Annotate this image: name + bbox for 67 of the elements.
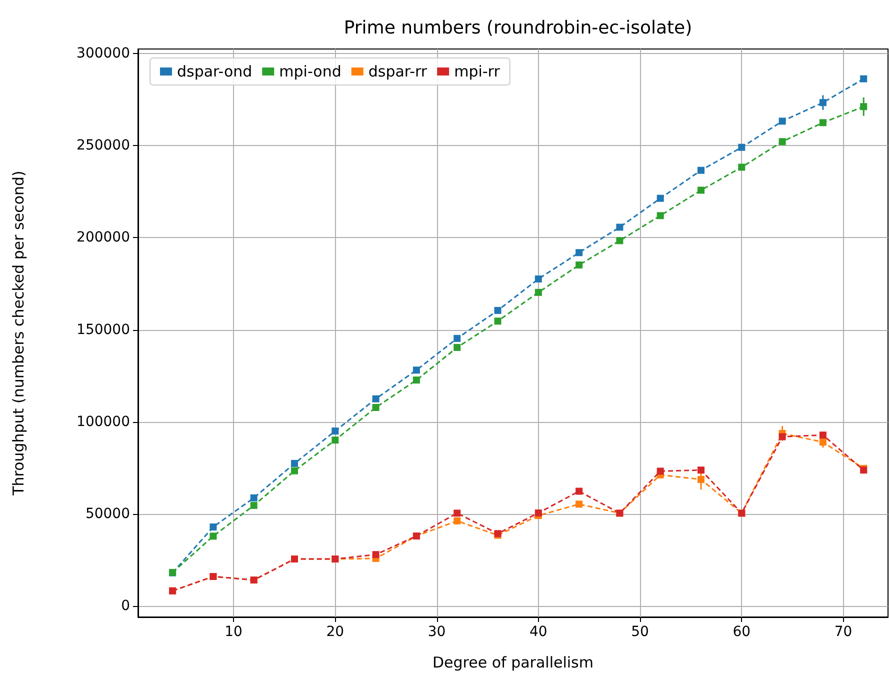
point bbox=[819, 438, 826, 446]
point bbox=[534, 288, 542, 296]
point bbox=[778, 138, 786, 146]
point bbox=[534, 275, 542, 282]
y-tick-label: 50000 bbox=[85, 506, 130, 522]
point bbox=[454, 334, 461, 342]
point bbox=[698, 476, 705, 483]
point bbox=[454, 344, 461, 351]
x-tick-label: 50 bbox=[631, 624, 649, 640]
point bbox=[778, 118, 786, 125]
chart-title: Prime numbers (roundrobin-ec-isolate) bbox=[344, 18, 692, 38]
x-tick-label: 70 bbox=[834, 624, 852, 640]
point bbox=[698, 166, 705, 174]
point bbox=[860, 103, 868, 110]
point bbox=[210, 523, 217, 530]
point bbox=[494, 306, 502, 314]
point bbox=[412, 366, 420, 374]
point bbox=[494, 318, 502, 325]
point bbox=[534, 509, 542, 516]
x-axis-title: Degree of parallelism bbox=[432, 654, 594, 672]
point bbox=[819, 432, 826, 439]
point bbox=[250, 494, 258, 502]
point bbox=[332, 428, 339, 435]
point bbox=[372, 551, 380, 558]
point bbox=[291, 460, 298, 467]
point bbox=[819, 99, 826, 106]
point bbox=[698, 186, 705, 194]
point bbox=[616, 224, 624, 231]
point bbox=[656, 468, 664, 475]
x-tick-label: 10 bbox=[224, 624, 242, 640]
point bbox=[576, 500, 583, 508]
legend-label: mpi-rr bbox=[454, 62, 501, 80]
x-tick-label: 20 bbox=[326, 624, 344, 640]
point bbox=[210, 532, 217, 540]
point bbox=[576, 488, 583, 495]
point bbox=[372, 404, 380, 411]
x-tick-label: 30 bbox=[428, 624, 446, 640]
point bbox=[332, 436, 339, 444]
point bbox=[576, 249, 583, 256]
y-tick-label: 250000 bbox=[76, 138, 130, 154]
point bbox=[616, 237, 624, 244]
point bbox=[819, 119, 826, 126]
point bbox=[576, 261, 583, 268]
point bbox=[778, 433, 786, 440]
y-axis-title: Throughput (numbers checked per second) bbox=[10, 170, 28, 496]
y-tick-label: 100000 bbox=[76, 414, 130, 430]
point bbox=[860, 75, 868, 82]
point bbox=[698, 466, 705, 474]
point bbox=[250, 502, 258, 509]
point bbox=[738, 144, 746, 151]
point bbox=[656, 194, 664, 202]
x-tick-label: 60 bbox=[732, 624, 751, 640]
legend-label: dspar-rr bbox=[368, 62, 428, 80]
y-tick-label: 0 bbox=[121, 598, 130, 614]
point bbox=[656, 212, 664, 220]
legend-label: dspar-ond bbox=[177, 62, 252, 80]
point bbox=[454, 517, 461, 524]
legend-label: mpi-ond bbox=[279, 62, 342, 80]
point bbox=[372, 395, 380, 402]
point bbox=[454, 510, 461, 517]
point bbox=[291, 467, 298, 474]
y-tick-label: 150000 bbox=[76, 322, 130, 338]
y-tick-label: 200000 bbox=[76, 230, 130, 246]
x-tick-label: 40 bbox=[529, 624, 548, 640]
point bbox=[412, 376, 420, 384]
point bbox=[738, 164, 746, 171]
y-tick-label: 300000 bbox=[76, 46, 130, 62]
